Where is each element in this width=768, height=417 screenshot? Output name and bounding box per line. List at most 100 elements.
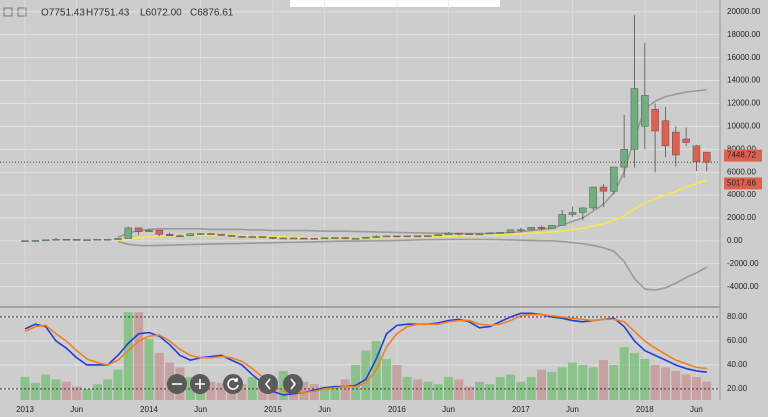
y-tick-label: 14000.00: [727, 76, 761, 85]
candle-body: [589, 186, 597, 209]
candle-body: [320, 237, 329, 240]
candle-body: [279, 237, 287, 240]
candle-body: [465, 233, 473, 235]
candle-body: [506, 229, 515, 233]
candle-body: [165, 234, 174, 236]
y-tick-label: 12000.00: [727, 99, 761, 108]
histogram-bar: [691, 376, 701, 400]
candle-body: [548, 225, 556, 229]
candle-body: [475, 233, 484, 236]
candle-body: [331, 237, 339, 239]
scroll-left-button[interactable]: [258, 374, 278, 394]
histogram-bar: [650, 364, 660, 400]
histogram-bar: [681, 374, 691, 400]
histogram-bar: [72, 386, 82, 400]
histogram-bar: [361, 350, 371, 400]
candle-body: [444, 232, 453, 236]
reset-button[interactable]: [223, 374, 243, 394]
candle-body: [31, 240, 40, 242]
candle-body: [41, 239, 50, 242]
histogram-bar: [392, 364, 402, 400]
candle-body: [72, 239, 81, 241]
histogram-bar: [485, 384, 495, 400]
candle-body: [196, 233, 205, 235]
candle-body: [579, 207, 587, 213]
candle-body: [52, 239, 60, 241]
candle-body: [258, 236, 267, 238]
candle-body: [703, 151, 711, 163]
candle-body: [517, 229, 525, 232]
x-tick-label: Jun: [318, 405, 331, 414]
candle-body: [434, 234, 442, 237]
x-tick-label: Jun: [566, 405, 579, 414]
x-tick-label: Jun: [442, 405, 455, 414]
histogram-bar: [588, 367, 598, 400]
histogram-bar: [702, 381, 712, 400]
candle-body: [610, 166, 618, 192]
candle-body: [620, 149, 628, 168]
candle-body: [568, 212, 577, 215]
histogram-bar: [547, 372, 557, 400]
candle-body: [486, 232, 494, 235]
x-tick-label: 2014: [140, 405, 158, 414]
histogram-bar: [619, 346, 629, 400]
candle-body: [692, 145, 701, 163]
y-tick-label: -2000.00: [727, 259, 759, 268]
candle-body: [83, 239, 91, 241]
ohlc-open: O7751.43: [41, 8, 85, 19]
candle-body: [424, 235, 432, 237]
candle-body: [248, 236, 257, 238]
candle-body: [341, 237, 349, 239]
candle-body: [238, 236, 246, 238]
candle-body: [145, 229, 153, 232]
histogram-bar: [506, 374, 516, 400]
y-tick-label: 80.00: [727, 312, 748, 321]
candle-body: [641, 95, 649, 127]
candle-body: [124, 227, 133, 239]
histogram-bar: [268, 386, 278, 400]
x-tick-label: 2015: [264, 405, 282, 414]
candle-body: [527, 227, 535, 231]
y-tick-label: 18000.00: [727, 30, 761, 39]
histogram-bar: [144, 338, 154, 400]
histogram-bar: [61, 381, 71, 400]
candle-body: [682, 138, 690, 143]
candle-body: [537, 227, 546, 229]
histogram-bar: [299, 381, 309, 400]
oscillator-line: [24, 313, 707, 394]
candle-body: [651, 108, 659, 132]
overlay-line: [117, 179, 708, 242]
histogram-bar: [464, 386, 474, 400]
candle-body: [310, 237, 318, 240]
candle-body: [62, 239, 71, 241]
candle-body: [103, 239, 112, 241]
y-tick-label: 16000.00: [727, 53, 761, 62]
histogram-bar: [402, 376, 412, 400]
candle-body: [362, 237, 370, 239]
x-tick-label: 2013: [16, 405, 34, 414]
candle-body: [630, 88, 639, 150]
y-tick-label: -4000.00: [727, 282, 759, 291]
zoom-in-button[interactable]: [190, 374, 210, 394]
y-tick-label: 40.00: [727, 360, 748, 369]
candle-body: [217, 233, 226, 236]
candle-body: [403, 235, 411, 238]
histogram-bar: [629, 352, 639, 400]
histogram-bar: [247, 376, 257, 400]
candle-body: [227, 235, 236, 237]
histogram-bar: [444, 376, 454, 400]
plot: [0, 0, 720, 400]
histogram-bar: [103, 379, 113, 400]
candle-body: [114, 238, 122, 240]
histogram-bar: [567, 362, 577, 400]
histogram-bar: [598, 360, 608, 400]
histogram-bar: [351, 364, 361, 400]
zoom-out-button[interactable]: [167, 374, 187, 394]
scroll-right-button[interactable]: [283, 374, 303, 394]
candle-body: [207, 233, 215, 235]
price-label: 7448.72: [727, 151, 756, 160]
ohlc-close: C6876.61: [190, 8, 234, 19]
candle-body: [134, 227, 143, 232]
